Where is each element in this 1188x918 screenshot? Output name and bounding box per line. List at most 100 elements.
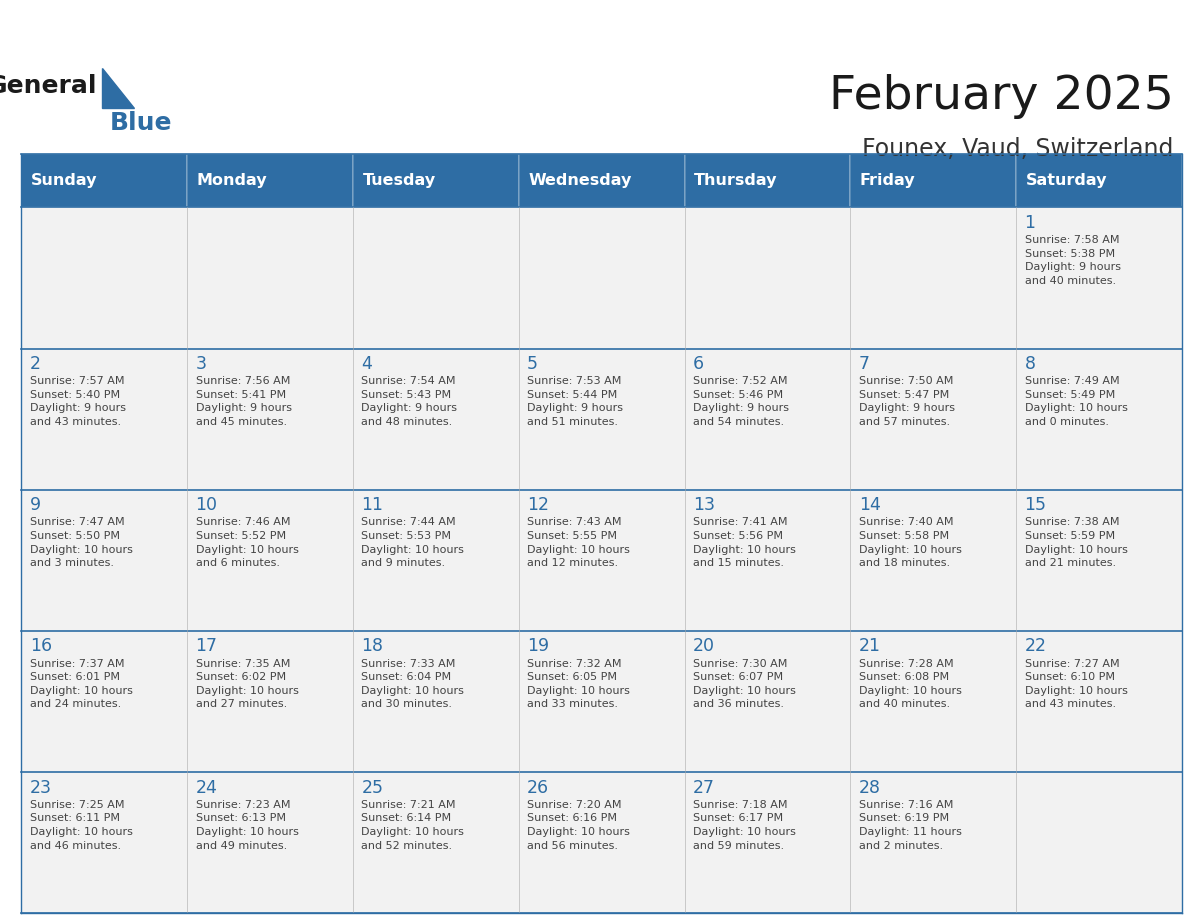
Bar bbox=[684, 772, 851, 913]
Text: 17: 17 bbox=[196, 637, 217, 655]
Bar bbox=[21, 207, 188, 349]
Text: Sunrise: 7:20 AM
Sunset: 6:16 PM
Daylight: 10 hours
and 56 minutes.: Sunrise: 7:20 AM Sunset: 6:16 PM Dayligh… bbox=[527, 800, 630, 851]
Bar bbox=[1016, 154, 1182, 207]
Text: 28: 28 bbox=[859, 778, 880, 797]
Text: Thursday: Thursday bbox=[694, 174, 778, 188]
Text: 10: 10 bbox=[196, 497, 217, 514]
Bar bbox=[21, 154, 188, 207]
Bar bbox=[519, 154, 684, 207]
Text: Sunrise: 7:32 AM
Sunset: 6:05 PM
Daylight: 10 hours
and 33 minutes.: Sunrise: 7:32 AM Sunset: 6:05 PM Dayligh… bbox=[527, 658, 630, 710]
Bar bbox=[21, 349, 188, 490]
Bar bbox=[1016, 772, 1182, 913]
Text: 2: 2 bbox=[30, 355, 40, 373]
Bar bbox=[684, 349, 851, 490]
Bar bbox=[519, 490, 684, 631]
Bar bbox=[519, 207, 684, 349]
Text: Sunrise: 7:21 AM
Sunset: 6:14 PM
Daylight: 10 hours
and 52 minutes.: Sunrise: 7:21 AM Sunset: 6:14 PM Dayligh… bbox=[361, 800, 465, 851]
Bar bbox=[1016, 349, 1182, 490]
Bar bbox=[21, 490, 188, 631]
Bar bbox=[684, 490, 851, 631]
Bar bbox=[353, 154, 519, 207]
Text: February 2025: February 2025 bbox=[829, 73, 1174, 119]
Text: 7: 7 bbox=[859, 355, 870, 373]
Text: Sunrise: 7:41 AM
Sunset: 5:56 PM
Daylight: 10 hours
and 15 minutes.: Sunrise: 7:41 AM Sunset: 5:56 PM Dayligh… bbox=[693, 518, 796, 568]
Text: Sunrise: 7:28 AM
Sunset: 6:08 PM
Daylight: 10 hours
and 40 minutes.: Sunrise: 7:28 AM Sunset: 6:08 PM Dayligh… bbox=[859, 658, 961, 710]
Text: 3: 3 bbox=[196, 355, 207, 373]
Text: 26: 26 bbox=[527, 778, 549, 797]
Text: Sunrise: 7:37 AM
Sunset: 6:01 PM
Daylight: 10 hours
and 24 minutes.: Sunrise: 7:37 AM Sunset: 6:01 PM Dayligh… bbox=[30, 658, 133, 710]
Text: Sunrise: 7:54 AM
Sunset: 5:43 PM
Daylight: 9 hours
and 48 minutes.: Sunrise: 7:54 AM Sunset: 5:43 PM Dayligh… bbox=[361, 376, 457, 427]
Text: 14: 14 bbox=[859, 497, 880, 514]
Text: 27: 27 bbox=[693, 778, 715, 797]
Text: 24: 24 bbox=[196, 778, 217, 797]
Bar bbox=[21, 631, 188, 772]
Text: 16: 16 bbox=[30, 637, 52, 655]
Bar bbox=[851, 207, 1016, 349]
Text: 23: 23 bbox=[30, 778, 52, 797]
Bar bbox=[353, 349, 519, 490]
Text: Friday: Friday bbox=[860, 174, 916, 188]
Bar bbox=[684, 207, 851, 349]
Bar bbox=[188, 490, 353, 631]
Text: Monday: Monday bbox=[197, 174, 267, 188]
Text: Sunrise: 7:57 AM
Sunset: 5:40 PM
Daylight: 9 hours
and 43 minutes.: Sunrise: 7:57 AM Sunset: 5:40 PM Dayligh… bbox=[30, 376, 126, 427]
Bar bbox=[353, 490, 519, 631]
Text: Sunrise: 7:25 AM
Sunset: 6:11 PM
Daylight: 10 hours
and 46 minutes.: Sunrise: 7:25 AM Sunset: 6:11 PM Dayligh… bbox=[30, 800, 133, 851]
Text: Sunrise: 7:30 AM
Sunset: 6:07 PM
Daylight: 10 hours
and 36 minutes.: Sunrise: 7:30 AM Sunset: 6:07 PM Dayligh… bbox=[693, 658, 796, 710]
Bar bbox=[519, 772, 684, 913]
Text: Sunrise: 7:23 AM
Sunset: 6:13 PM
Daylight: 10 hours
and 49 minutes.: Sunrise: 7:23 AM Sunset: 6:13 PM Dayligh… bbox=[196, 800, 298, 851]
Text: Saturday: Saturday bbox=[1025, 174, 1107, 188]
Text: 13: 13 bbox=[693, 497, 715, 514]
Text: Sunrise: 7:43 AM
Sunset: 5:55 PM
Daylight: 10 hours
and 12 minutes.: Sunrise: 7:43 AM Sunset: 5:55 PM Dayligh… bbox=[527, 518, 630, 568]
Text: 22: 22 bbox=[1024, 637, 1047, 655]
Text: 18: 18 bbox=[361, 637, 384, 655]
Text: Sunrise: 7:46 AM
Sunset: 5:52 PM
Daylight: 10 hours
and 6 minutes.: Sunrise: 7:46 AM Sunset: 5:52 PM Dayligh… bbox=[196, 518, 298, 568]
Bar bbox=[1016, 207, 1182, 349]
Text: Sunrise: 7:16 AM
Sunset: 6:19 PM
Daylight: 11 hours
and 2 minutes.: Sunrise: 7:16 AM Sunset: 6:19 PM Dayligh… bbox=[859, 800, 961, 851]
Text: Tuesday: Tuesday bbox=[362, 174, 436, 188]
Polygon shape bbox=[102, 68, 134, 108]
Bar bbox=[188, 349, 353, 490]
Text: Sunrise: 7:56 AM
Sunset: 5:41 PM
Daylight: 9 hours
and 45 minutes.: Sunrise: 7:56 AM Sunset: 5:41 PM Dayligh… bbox=[196, 376, 291, 427]
Text: Sunrise: 7:49 AM
Sunset: 5:49 PM
Daylight: 10 hours
and 0 minutes.: Sunrise: 7:49 AM Sunset: 5:49 PM Dayligh… bbox=[1024, 376, 1127, 427]
Text: Sunrise: 7:53 AM
Sunset: 5:44 PM
Daylight: 9 hours
and 51 minutes.: Sunrise: 7:53 AM Sunset: 5:44 PM Dayligh… bbox=[527, 376, 624, 427]
Text: Wednesday: Wednesday bbox=[529, 174, 632, 188]
Bar bbox=[188, 772, 353, 913]
Text: Sunrise: 7:40 AM
Sunset: 5:58 PM
Daylight: 10 hours
and 18 minutes.: Sunrise: 7:40 AM Sunset: 5:58 PM Dayligh… bbox=[859, 518, 961, 568]
Text: Sunrise: 7:35 AM
Sunset: 6:02 PM
Daylight: 10 hours
and 27 minutes.: Sunrise: 7:35 AM Sunset: 6:02 PM Dayligh… bbox=[196, 658, 298, 710]
Text: 19: 19 bbox=[527, 637, 549, 655]
Text: General: General bbox=[0, 74, 97, 98]
Text: 12: 12 bbox=[527, 497, 549, 514]
Text: Sunrise: 7:27 AM
Sunset: 6:10 PM
Daylight: 10 hours
and 43 minutes.: Sunrise: 7:27 AM Sunset: 6:10 PM Dayligh… bbox=[1024, 658, 1127, 710]
Text: 11: 11 bbox=[361, 497, 384, 514]
Text: Sunrise: 7:44 AM
Sunset: 5:53 PM
Daylight: 10 hours
and 9 minutes.: Sunrise: 7:44 AM Sunset: 5:53 PM Dayligh… bbox=[361, 518, 465, 568]
Bar bbox=[851, 349, 1016, 490]
Bar bbox=[1016, 490, 1182, 631]
Text: 6: 6 bbox=[693, 355, 704, 373]
Text: Sunrise: 7:50 AM
Sunset: 5:47 PM
Daylight: 9 hours
and 57 minutes.: Sunrise: 7:50 AM Sunset: 5:47 PM Dayligh… bbox=[859, 376, 955, 427]
Text: 21: 21 bbox=[859, 637, 880, 655]
Text: Blue: Blue bbox=[109, 111, 172, 135]
Text: Sunrise: 7:38 AM
Sunset: 5:59 PM
Daylight: 10 hours
and 21 minutes.: Sunrise: 7:38 AM Sunset: 5:59 PM Dayligh… bbox=[1024, 518, 1127, 568]
Bar bbox=[353, 207, 519, 349]
Text: 8: 8 bbox=[1024, 355, 1036, 373]
Text: 15: 15 bbox=[1024, 497, 1047, 514]
Text: 1: 1 bbox=[1024, 214, 1036, 232]
Text: Sunday: Sunday bbox=[31, 174, 97, 188]
Bar bbox=[188, 154, 353, 207]
Text: Sunrise: 7:33 AM
Sunset: 6:04 PM
Daylight: 10 hours
and 30 minutes.: Sunrise: 7:33 AM Sunset: 6:04 PM Dayligh… bbox=[361, 658, 465, 710]
Text: Sunrise: 7:47 AM
Sunset: 5:50 PM
Daylight: 10 hours
and 3 minutes.: Sunrise: 7:47 AM Sunset: 5:50 PM Dayligh… bbox=[30, 518, 133, 568]
Bar bbox=[851, 772, 1016, 913]
Text: Founex, Vaud, Switzerland: Founex, Vaud, Switzerland bbox=[862, 137, 1174, 161]
Text: 5: 5 bbox=[527, 355, 538, 373]
Bar bbox=[519, 631, 684, 772]
Text: 25: 25 bbox=[361, 778, 384, 797]
Text: Sunrise: 7:58 AM
Sunset: 5:38 PM
Daylight: 9 hours
and 40 minutes.: Sunrise: 7:58 AM Sunset: 5:38 PM Dayligh… bbox=[1024, 235, 1120, 285]
Bar bbox=[519, 349, 684, 490]
Bar bbox=[851, 490, 1016, 631]
Bar bbox=[188, 631, 353, 772]
Text: Sunrise: 7:52 AM
Sunset: 5:46 PM
Daylight: 9 hours
and 54 minutes.: Sunrise: 7:52 AM Sunset: 5:46 PM Dayligh… bbox=[693, 376, 789, 427]
Bar bbox=[188, 207, 353, 349]
Bar bbox=[684, 631, 851, 772]
Bar bbox=[851, 631, 1016, 772]
